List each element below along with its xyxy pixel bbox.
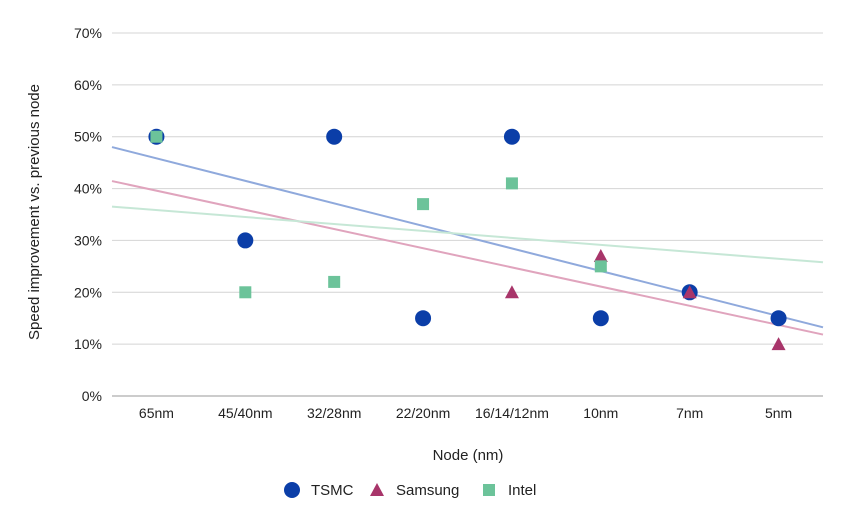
point-intel — [505, 177, 518, 190]
y-tick-label: 70% — [74, 25, 102, 41]
x-tick-labels: 65nm 45/40nm 32/28nm 22/20nm 16/14/12nm 10nm 7… — [139, 405, 792, 421]
point-intel — [150, 130, 163, 143]
x-tick-label: 45/40nm — [218, 405, 272, 421]
legend-marker-tsmc — [284, 482, 300, 498]
legend-marker-intel — [483, 484, 495, 496]
point-tsmc — [770, 310, 787, 327]
trendline-intel — [111, 205, 824, 264]
x-tick-label: 7nm — [676, 405, 703, 421]
point-tsmc — [326, 128, 343, 145]
point-samsung — [771, 337, 786, 351]
x-axis-title: Node (nm) — [433, 447, 504, 464]
legend-label-intel: Intel — [508, 482, 536, 499]
y-tick-labels: 0% 10% 20% 30% 40% 50% 60% 70% — [74, 25, 102, 404]
y-tick-label: 60% — [74, 77, 102, 93]
point-tsmc — [503, 128, 520, 145]
trendlines — [111, 146, 824, 336]
y-axis-title: Speed improvement vs. previous node — [26, 84, 43, 340]
x-tick-label: 16/14/12nm — [475, 405, 549, 421]
point-intel — [417, 198, 430, 211]
y-tick-label: 40% — [74, 181, 102, 197]
point-intel — [239, 286, 252, 299]
point-tsmc — [237, 232, 254, 249]
trendline-samsung — [111, 180, 824, 336]
x-tick-label: 32/28nm — [307, 405, 361, 421]
y-tick-label: 30% — [74, 232, 102, 248]
gridlines — [112, 32, 823, 397]
legend-marker-samsung — [370, 483, 384, 496]
point-tsmc — [592, 310, 609, 327]
x-tick-label: 5nm — [765, 405, 792, 421]
y-tick-label: 20% — [74, 284, 102, 300]
point-samsung — [504, 285, 519, 299]
legend-label-tsmc: TSMC — [311, 482, 354, 499]
x-tick-label: 65nm — [139, 405, 174, 421]
point-samsung — [682, 285, 697, 299]
point-tsmc — [415, 310, 432, 327]
y-tick-label: 0% — [82, 388, 102, 404]
y-tick-label: 10% — [74, 336, 102, 352]
trendline-tsmc — [111, 146, 824, 329]
legend: TSMC Samsung Intel — [284, 482, 536, 499]
x-tick-label: 10nm — [583, 405, 618, 421]
x-tick-label: 22/20nm — [396, 405, 450, 421]
legend-label-samsung: Samsung — [396, 482, 459, 499]
y-tick-label: 50% — [74, 129, 102, 145]
data-points — [148, 128, 787, 351]
point-samsung — [593, 248, 608, 262]
point-intel — [594, 260, 607, 273]
point-intel — [328, 275, 341, 288]
